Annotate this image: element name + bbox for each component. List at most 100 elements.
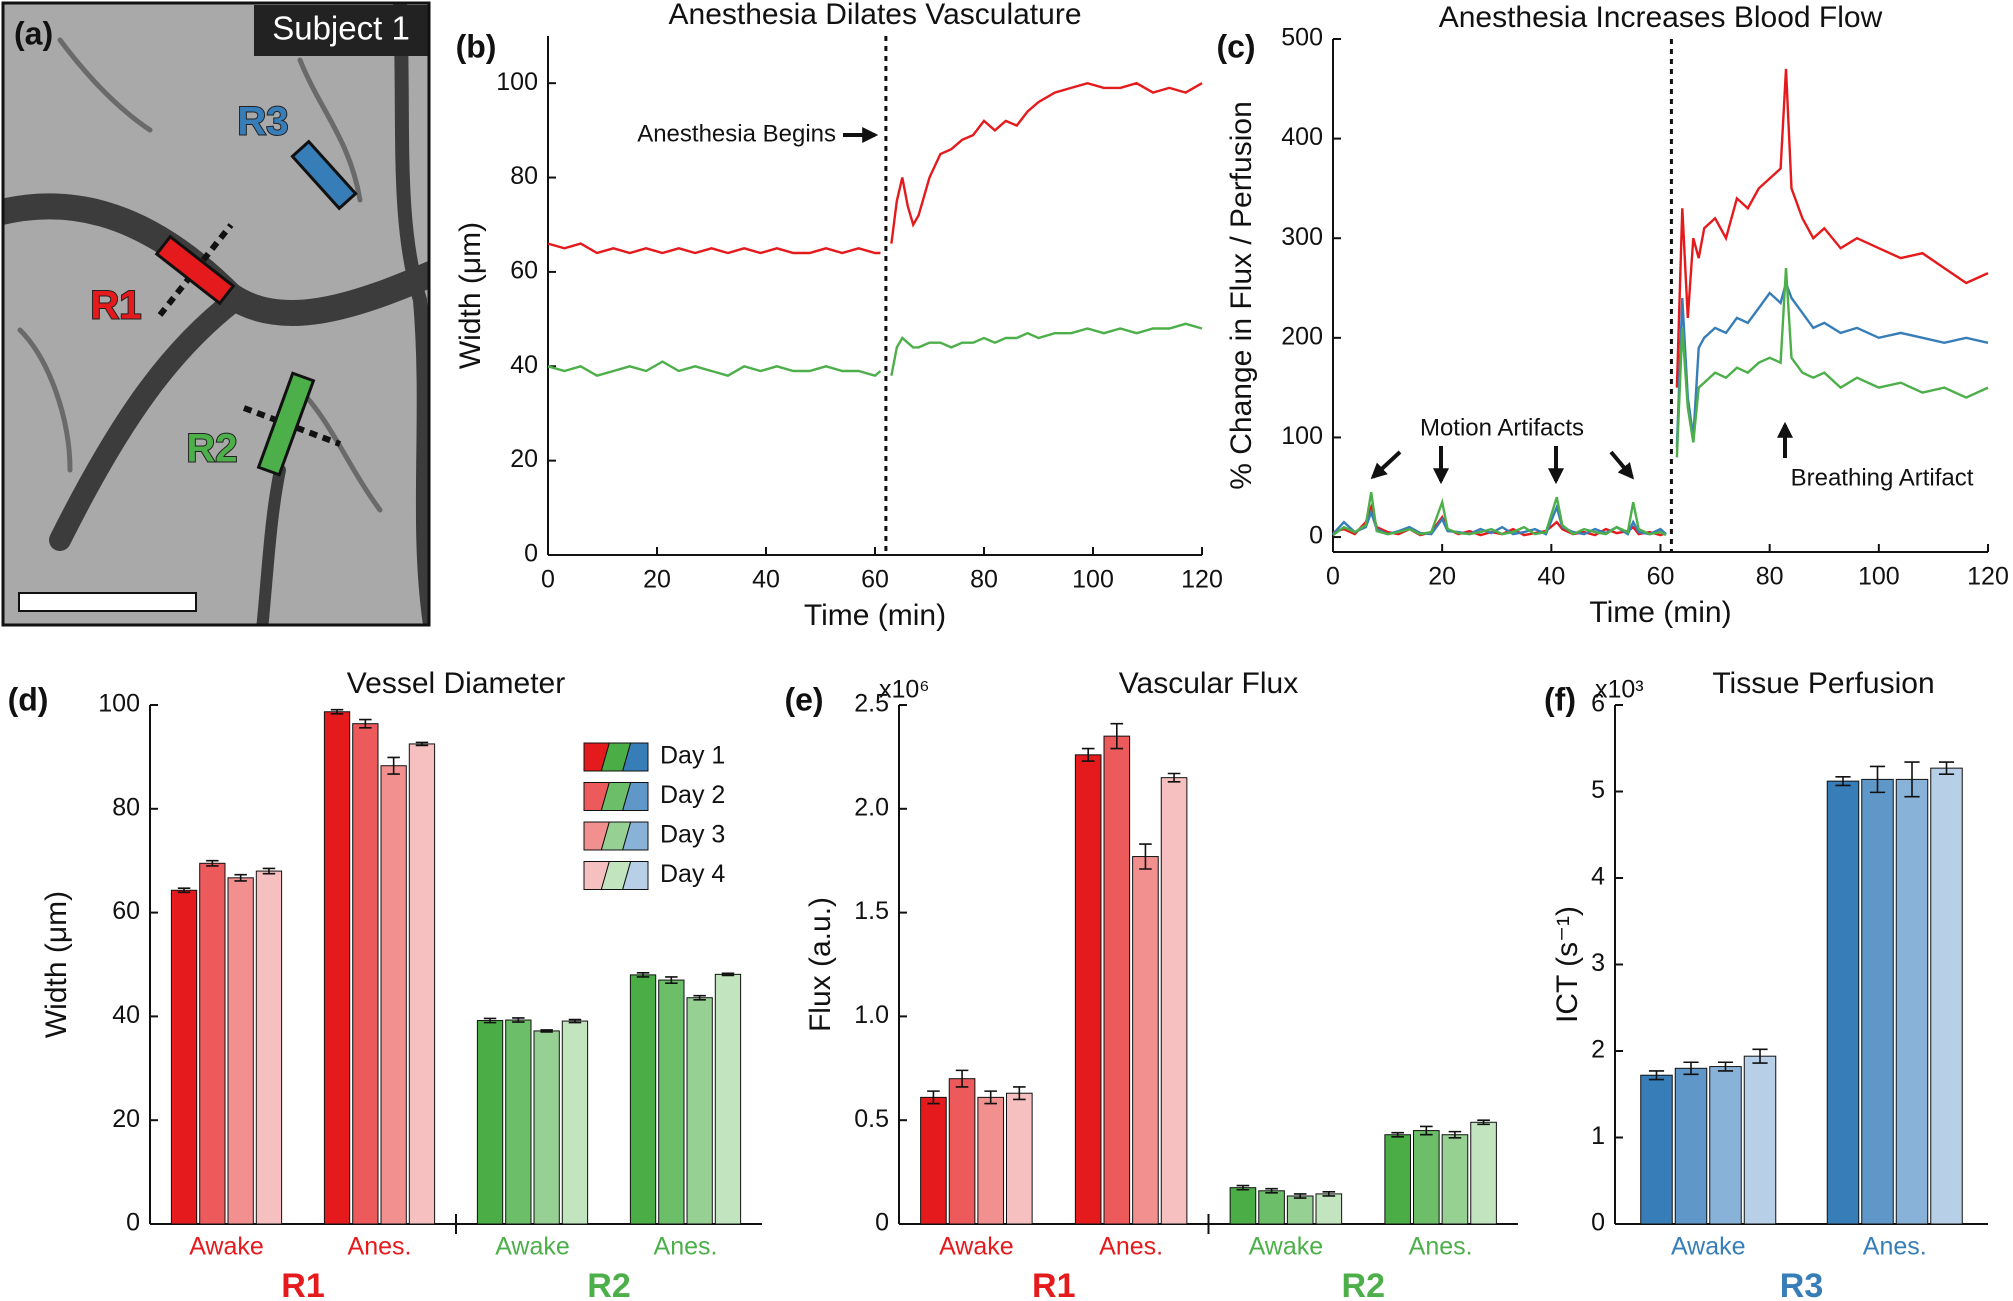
error-bar — [1167, 772, 1181, 783]
y-tick-label: 0.5 — [854, 1105, 889, 1133]
error-bar — [512, 1017, 525, 1023]
error-bar — [262, 867, 276, 875]
bar — [1074, 754, 1102, 1225]
category-label: Anes. — [348, 1233, 412, 1261]
frame — [1, 1, 431, 627]
error-bar — [984, 1090, 997, 1105]
y-tick-label: 3 — [1591, 949, 1605, 977]
data-line — [1332, 279, 1989, 536]
error-bar — [1139, 843, 1152, 870]
bar — [1743, 1055, 1777, 1225]
error-bar — [927, 1090, 940, 1105]
y-tick-label: 2 — [1591, 1036, 1605, 1064]
bar — [1826, 780, 1860, 1225]
x-tick-label: 100 — [1858, 563, 1900, 591]
region-label: R3 — [1780, 1267, 1823, 1301]
error-bar — [330, 708, 344, 715]
category-label: Anes. — [1863, 1233, 1927, 1261]
legend-label: Day 2 — [660, 781, 725, 809]
y-tick-label: 1.5 — [854, 897, 889, 925]
subject-label: Subject 1 — [272, 10, 410, 47]
bar — [1315, 1193, 1343, 1225]
bar — [714, 973, 742, 1225]
bar — [1640, 1074, 1673, 1225]
y-tick-label: 2.5 — [854, 690, 889, 718]
bar — [1674, 1067, 1708, 1225]
annotation: Breathing Artifact — [1791, 464, 1974, 491]
region-label: R2 — [587, 1267, 630, 1301]
error-bar — [206, 859, 219, 867]
bar — [505, 1019, 532, 1225]
y-tick-label: 40 — [112, 1001, 140, 1029]
error-bar — [359, 718, 372, 729]
panel-label: (a) — [14, 15, 53, 51]
bar — [170, 889, 198, 1225]
bar — [1103, 735, 1131, 1225]
bar — [227, 877, 254, 1225]
error-bar — [693, 994, 706, 1001]
legend-label: Day 3 — [660, 821, 725, 849]
chart-title: Tissue Perfusion — [1712, 667, 1934, 700]
y-tick-label: 100 — [496, 68, 538, 96]
bar — [658, 979, 685, 1225]
data-line — [547, 81, 1203, 255]
panel-label: (f) — [1544, 681, 1576, 717]
region-label: R1 — [1032, 1267, 1075, 1301]
bar — [1384, 1134, 1411, 1225]
y-axis-label: ICT (s⁻¹) — [1551, 906, 1584, 1023]
x-tick-label: 120 — [1967, 563, 2009, 591]
chart-title: Anesthesia Increases Blood Flow — [1439, 1, 1883, 34]
error-bar — [1110, 722, 1124, 750]
error-bar — [955, 1069, 969, 1088]
bar — [1258, 1190, 1285, 1225]
x-tick-label: 60 — [1647, 563, 1675, 591]
y-axis-label: Flux (a.u.) — [804, 897, 837, 1032]
error-bar — [1938, 761, 1955, 775]
error-bar — [1081, 747, 1095, 762]
region-label: R1 — [90, 284, 141, 328]
x-tick-label: 60 — [861, 566, 889, 594]
y-tick-label: 400 — [1281, 123, 1323, 151]
bar — [380, 765, 407, 1225]
panel-label: (c) — [1216, 28, 1255, 64]
legend-swatch — [622, 821, 649, 851]
error-bar — [415, 741, 429, 747]
x-tick-label: 20 — [643, 566, 671, 594]
bar — [1132, 856, 1159, 1225]
y-tick-label: 80 — [510, 162, 538, 190]
y-tick-label: 5 — [1591, 776, 1605, 804]
error-bar — [1717, 1061, 1734, 1072]
y-tick-label: 20 — [112, 1105, 140, 1133]
data-line — [1332, 268, 1989, 537]
x-tick-label: 0 — [1326, 563, 1340, 591]
y-tick-label: 0 — [126, 1209, 140, 1237]
chart-title: Vascular Flux — [1119, 667, 1299, 700]
error-bar — [177, 887, 191, 894]
y-tick-label: 6 — [1591, 690, 1605, 718]
legend-label: Day 4 — [660, 860, 725, 888]
error-bar — [1420, 1125, 1433, 1136]
y-tick-label: 1.0 — [854, 1001, 889, 1029]
y-tick-label: 4 — [1591, 863, 1605, 891]
y-tick-label: 100 — [1281, 422, 1323, 450]
legend-label: Day 1 — [660, 742, 725, 770]
category-label: Awake — [1671, 1233, 1746, 1261]
error-bar — [636, 972, 650, 978]
error-bar — [483, 1017, 497, 1024]
x-tick-label: 20 — [1428, 563, 1456, 591]
panel-label: (d) — [8, 681, 49, 717]
x-axis-label: Time (min) — [804, 599, 946, 632]
bar — [629, 974, 657, 1225]
y-tick-label: 1 — [1591, 1122, 1605, 1150]
bar — [948, 1078, 976, 1225]
bar — [199, 862, 226, 1225]
region-label: R1 — [281, 1267, 324, 1301]
bar — [1895, 778, 1929, 1225]
error-bar — [1391, 1131, 1404, 1138]
error-bar — [1013, 1086, 1026, 1101]
bar — [352, 723, 379, 1225]
y-tick-label: 0 — [1309, 522, 1323, 550]
error-bar — [387, 756, 400, 775]
x-tick-label: 40 — [1537, 563, 1565, 591]
x-tick-label: 120 — [1181, 566, 1223, 594]
